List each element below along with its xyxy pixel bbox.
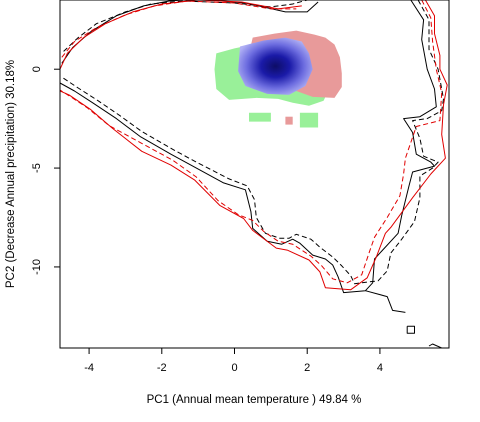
y-axis-title: PC2 (Decrease Annual precipitation) 30.1… [5, 60, 17, 288]
x-axis-title: PC1 (Annual mean temperature ) 49.84 % [147, 394, 362, 406]
contour-line-8 [60, 0, 448, 291]
x-axis: -4 -2 0 2 4 [84, 348, 383, 374]
density-layer [214, 30, 342, 128]
contour-line-6 [61, 0, 444, 285]
contour-line-1 [60, 0, 437, 294]
contour-line-10 [60, 0, 443, 284]
contour-line-3 [406, 325, 415, 334]
plot-frame [59, 0, 450, 349]
y-axis: 0 -5 -10 [31, 66, 60, 275]
x-tick-label: 2 [304, 362, 310, 374]
x-tick-label: -4 [84, 362, 94, 374]
x-tick-label: -2 [157, 362, 167, 374]
density-region-red-only-4 [285, 116, 293, 125]
contour-line-4 [428, 343, 442, 348]
density-region-overlap-density-5 [238, 37, 313, 95]
y-tick-label: 0 [31, 66, 43, 72]
contour-line-2 [365, 290, 406, 313]
x-tick-label: 4 [377, 362, 383, 374]
contour-lines [60, 0, 448, 348]
x-tick-label: 0 [231, 362, 237, 374]
density-region-green-only-2 [299, 112, 319, 128]
contour-line-9 [61, 0, 297, 58]
y-tick-label: -5 [31, 163, 43, 173]
density-region-green-only-1 [249, 112, 271, 122]
y-tick-label: -10 [31, 259, 43, 275]
contour-line-5 [63, 0, 308, 52]
